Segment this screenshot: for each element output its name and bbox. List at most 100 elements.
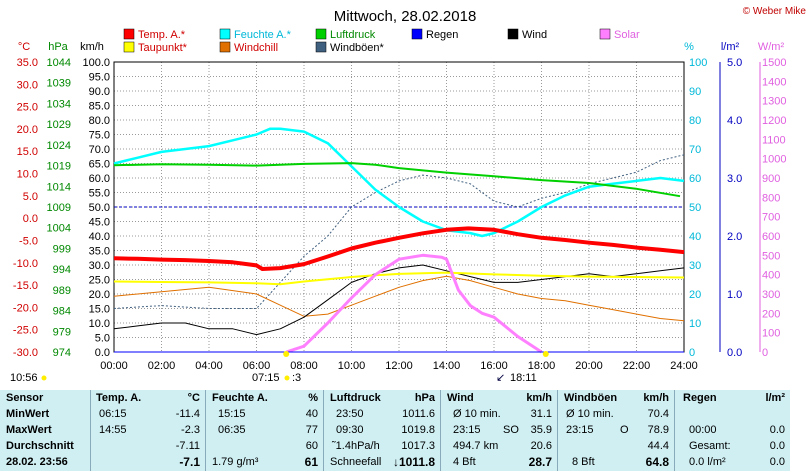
rain-total-value: 0.0 — [769, 440, 785, 452]
rain-current: 0.0 l/m² — [689, 456, 726, 468]
series — [113, 127, 685, 354]
wind-tick-label: 65.0 — [89, 159, 110, 171]
wind-tick-label: 80.0 — [89, 115, 110, 127]
sunrise-label: 07:15 — [252, 372, 280, 384]
pressure-tick-label: 1019 — [47, 161, 71, 173]
stats-pressure-column: Luftdruck hPa 23:50 1011.6 09:30 1019.8 … — [323, 390, 441, 471]
wind-max-value: 35.9 — [530, 424, 552, 436]
humidity-axis-unit: % — [684, 41, 694, 53]
wind-tick-label: 45.0 — [89, 217, 110, 229]
temp-tick-label: -10.0 — [13, 258, 38, 270]
temp-max-time: 14:55 — [99, 424, 127, 436]
temp-header: Temp. A. — [96, 392, 142, 404]
temp-current-value: -7.1 — [179, 455, 200, 469]
rain-max-time: 00:00 — [689, 424, 717, 436]
copyright-text: © Weber Mike — [743, 6, 807, 17]
temp-tick-label: -15.0 — [13, 280, 38, 292]
wind-beaufort: 4 Bft — [453, 456, 476, 468]
rain-tick-label: 3.0 — [727, 173, 742, 185]
solar-tick-label: 700 — [762, 212, 780, 224]
wind-tick-label: 20.0 — [89, 289, 110, 301]
humidity-tick-label: 0 — [689, 347, 695, 359]
time-tick-label: 00:00 — [100, 360, 128, 372]
pressure-tick-label: 1044 — [47, 57, 71, 69]
pressure-tick-label: 1029 — [47, 119, 71, 131]
wind-min-label: Ø 10 min. — [453, 408, 501, 420]
sunset-label: 18:11 — [510, 372, 537, 384]
pressure-tick-label: 999 — [53, 243, 71, 255]
solar-tick-label: 200 — [762, 308, 780, 320]
rain-max-value: 0.0 — [769, 424, 785, 436]
pressure-min-value: 1011.6 — [402, 408, 435, 420]
gusts-current-value: 64.8 — [645, 455, 669, 469]
pressure-tick-label: 989 — [53, 285, 71, 297]
humidity-unit: % — [308, 392, 318, 404]
legend-label-wind: Wind — [522, 29, 547, 41]
rain-unit: l/m² — [765, 392, 785, 404]
legend-label-windchill: Windchill — [234, 42, 278, 54]
humidity-tick-label: 50 — [689, 202, 701, 214]
pressure-tick-label: 979 — [53, 326, 71, 338]
legend-label-windb-en: Windböen* — [330, 42, 385, 54]
series-temp-line — [113, 226, 685, 271]
legend: Temp. A.* Feuchte A.* Luftdruck Regen Wind So… — [123, 28, 640, 54]
wind-tick-label: 95.0 — [89, 72, 110, 84]
wind-max-time: 23:15 — [453, 424, 481, 436]
series-wind-line — [113, 264, 685, 336]
current-time-label: 10:56 — [10, 372, 38, 384]
time-tick-label: 12:00 — [385, 360, 413, 372]
gusts-header: Windböen — [564, 392, 618, 404]
rain-tick-label: 4.0 — [727, 115, 742, 127]
pressure-tick-label: 1039 — [47, 78, 71, 90]
down-arrow-icon: ↓ — [392, 455, 399, 469]
solar-tick-label: 1400 — [762, 76, 786, 88]
stats-rain-column: Regen l/m² 00:00 0.0 Gesamt: 0.0 0.0 l/m… — [674, 390, 791, 471]
series-humidity-line — [113, 127, 685, 238]
series-solar-line — [285, 253, 543, 354]
temp-min-value: -11.4 — [175, 408, 200, 420]
humidity-absolute: 1.79 g/m³ — [212, 456, 259, 468]
markers: 10:56 07:15:3 ↙ 18:11 — [10, 351, 549, 384]
solar-tick-label: 900 — [762, 173, 780, 185]
wind-tick-label: 100.0 — [82, 57, 110, 69]
wind-header: Wind — [447, 392, 474, 404]
sunrise-marker-icon — [283, 351, 290, 357]
time-tick-label: 04:00 — [195, 360, 223, 372]
wind-unit: km/h — [526, 392, 552, 404]
pressure-tick-label: 1014 — [47, 181, 71, 193]
pressure-axis-unit: hPa — [48, 41, 68, 53]
gusts-avg-value: 44.4 — [647, 440, 669, 452]
humidity-min-value: 40 — [305, 408, 318, 420]
temp-tick-label: 10.0 — [17, 169, 38, 181]
temp-max-value: -2.3 — [181, 424, 200, 436]
gusts-max-time: 23:15 — [566, 424, 594, 436]
temp-tick-label: 0.0 — [23, 213, 38, 225]
legend-swatch-solar — [599, 28, 611, 40]
solar-tick-label: 1000 — [762, 154, 786, 166]
pressure-max-time: 09:30 — [336, 424, 364, 436]
wind-distance: 494.7 km — [453, 440, 499, 452]
wind-tick-label: 25.0 — [89, 275, 110, 287]
solar-tick-label: 600 — [762, 231, 780, 243]
wind-tick-label: 85.0 — [89, 101, 110, 113]
pressure-tick-label: 994 — [53, 264, 71, 276]
stats-avg-label: Durchschnitt — [6, 440, 74, 452]
temp-tick-label: 20.0 — [17, 124, 38, 136]
rain-tick-label: 2.0 — [727, 231, 742, 243]
temp-min-time: 06:15 — [99, 408, 127, 420]
humidity-tick-label: 30 — [689, 260, 701, 272]
time-tick-label: 20:00 — [575, 360, 603, 372]
rain-current-value: 0.0 — [769, 456, 785, 468]
legend-label-solar: Solar — [614, 29, 640, 41]
humidity-tick-label: 90 — [689, 86, 701, 98]
gusts-unit: km/h — [643, 392, 669, 404]
wind-min-value: 31.1 — [530, 408, 552, 420]
legend-label-luftdruck: Luftdruck — [330, 29, 376, 41]
humidity-tick-label: 60 — [689, 173, 701, 185]
legend-swatch-windb-en — [315, 41, 327, 53]
pressure-tick-label: 1004 — [47, 223, 71, 235]
pressure-unit: hPa — [414, 392, 435, 404]
wind-tick-label: 75.0 — [89, 130, 110, 142]
solar-tick-label: 1100 — [762, 134, 786, 146]
sunset-marker-icon — [542, 351, 549, 357]
